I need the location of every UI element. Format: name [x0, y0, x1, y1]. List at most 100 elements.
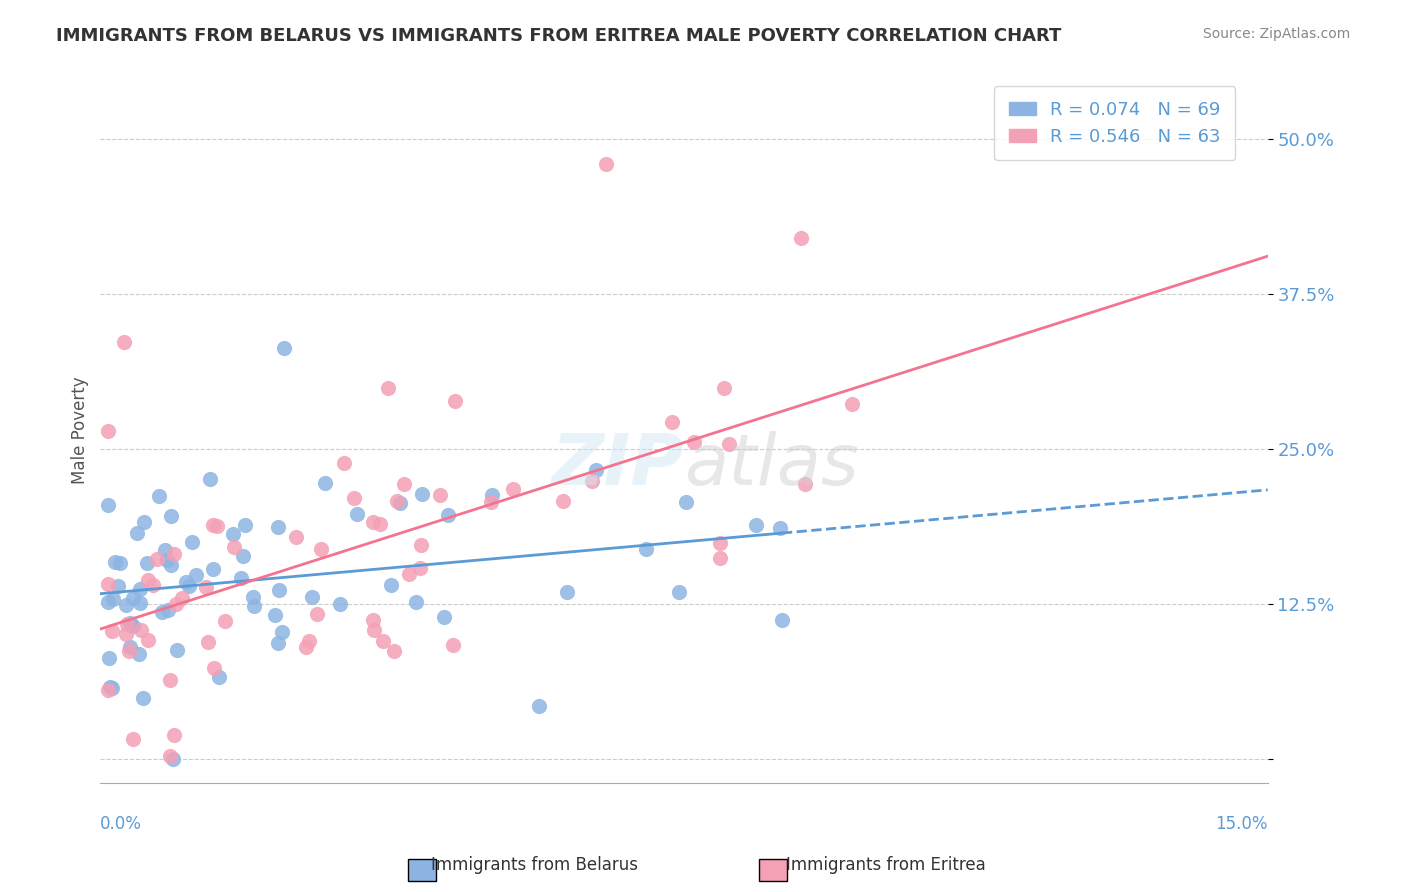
Point: [148, 489, 170, 503]
Point: [709, 536, 731, 550]
Point: [409, 538, 432, 552]
Text: ZIP: ZIP: [551, 431, 683, 500]
Point: [479, 495, 502, 509]
Point: [112, 335, 135, 350]
Point: [97, 498, 120, 512]
Point: [98, 651, 121, 665]
Point: [110, 556, 132, 570]
Point: [200, 472, 222, 486]
Point: [343, 491, 366, 505]
Point: [267, 520, 290, 534]
Point: [527, 698, 550, 713]
Point: [222, 540, 245, 554]
Point: [661, 415, 683, 429]
Point: [107, 579, 129, 593]
Point: [118, 640, 141, 654]
Point: [444, 394, 467, 409]
Point: [368, 516, 391, 531]
Point: [150, 605, 173, 619]
Point: [136, 632, 159, 647]
Point: [388, 495, 411, 509]
Point: [298, 634, 321, 648]
Point: [128, 648, 150, 662]
Point: [156, 552, 179, 566]
Point: [745, 518, 768, 533]
Point: [165, 597, 187, 611]
Point: [180, 535, 202, 549]
Y-axis label: Male Poverty: Male Poverty: [72, 376, 89, 484]
Point: [294, 640, 316, 654]
Point: [380, 578, 402, 592]
Point: [160, 558, 183, 572]
Point: [128, 582, 150, 596]
Point: [382, 644, 405, 658]
Point: [122, 619, 145, 633]
Point: [145, 551, 167, 566]
Point: [371, 633, 394, 648]
Point: [713, 381, 735, 395]
Point: [214, 614, 236, 628]
Point: [122, 731, 145, 746]
Point: [242, 590, 264, 604]
Point: [207, 519, 229, 533]
Point: [266, 635, 288, 649]
Point: [129, 597, 152, 611]
Point: [717, 437, 740, 451]
Point: [307, 607, 329, 622]
Point: [141, 578, 163, 592]
Point: [502, 482, 524, 496]
Point: [122, 591, 145, 606]
Point: [553, 494, 575, 508]
Text: Immigrants from Eritrea: Immigrants from Eritrea: [786, 856, 986, 874]
Point: [411, 487, 433, 501]
Point: [770, 613, 793, 627]
Legend: R = 0.074   N = 69, R = 0.546   N = 63: R = 0.074 N = 69, R = 0.546 N = 63: [994, 87, 1236, 161]
Point: [118, 616, 141, 631]
Point: [264, 607, 287, 622]
Point: [595, 157, 617, 171]
Point: [392, 477, 415, 491]
Point: [163, 548, 186, 562]
Point: [202, 562, 225, 576]
Point: [398, 567, 420, 582]
Point: [194, 580, 217, 594]
Point: [97, 424, 120, 438]
Point: [208, 670, 231, 684]
Point: [100, 624, 122, 638]
Point: [377, 381, 399, 395]
Point: [179, 579, 201, 593]
Point: [709, 551, 731, 566]
Point: [222, 527, 245, 541]
Point: [793, 477, 815, 491]
Point: [184, 567, 207, 582]
Point: [243, 599, 266, 614]
Point: [329, 597, 352, 611]
Point: [159, 748, 181, 763]
Text: 0.0%: 0.0%: [100, 815, 142, 833]
Point: [429, 488, 451, 502]
Point: [162, 752, 184, 766]
Text: 15.0%: 15.0%: [1215, 815, 1268, 833]
Text: Source: ZipAtlas.com: Source: ZipAtlas.com: [1202, 27, 1350, 41]
Point: [163, 729, 186, 743]
Point: [232, 549, 254, 563]
Point: [197, 635, 219, 649]
Point: [314, 476, 336, 491]
Point: [174, 574, 197, 589]
Point: [437, 508, 460, 522]
Point: [97, 683, 120, 698]
Point: [159, 673, 181, 688]
Point: [129, 623, 152, 637]
Point: [333, 456, 356, 470]
Point: [441, 638, 464, 652]
Point: [790, 231, 813, 245]
Point: [98, 680, 121, 694]
Point: [557, 585, 579, 599]
Point: [138, 573, 160, 587]
Point: [202, 518, 225, 533]
Point: [273, 341, 295, 355]
Point: [301, 590, 323, 604]
Point: [114, 599, 136, 613]
Point: [385, 494, 408, 508]
Point: [433, 609, 456, 624]
